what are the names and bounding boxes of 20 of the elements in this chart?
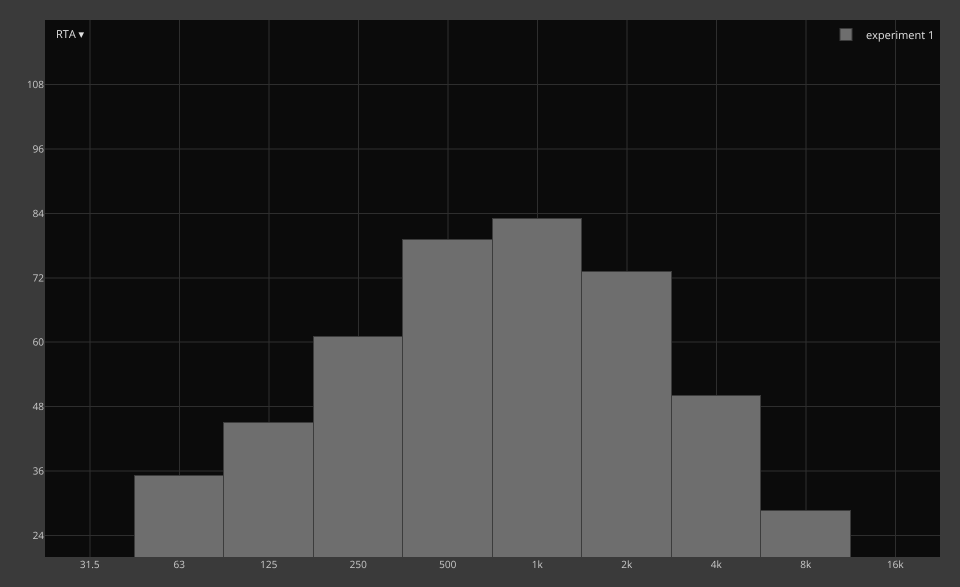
text: RTA ▾: [56, 27, 85, 42]
y-tick-label: 60: [32, 334, 44, 349]
y-tick-label: 96: [32, 141, 44, 156]
x-tick-label: 63: [174, 557, 186, 571]
y-tick-label: 84: [32, 206, 44, 220]
y-tick-label: 24: [32, 528, 44, 542]
legend-label: experiment 1: [866, 28, 934, 43]
x-tick-label: 4k: [710, 557, 722, 571]
y-tick-label: 72: [32, 270, 44, 284]
y-tick-label: 36: [32, 464, 44, 478]
x-tick-label: 500: [439, 557, 457, 571]
x-tick-label: 1k: [532, 557, 544, 571]
x-tick-label: 8k: [800, 557, 812, 571]
y-tick-label: 48: [32, 399, 44, 414]
x-tick-label: 2k: [621, 557, 633, 571]
x-tick-label: 16k: [886, 557, 904, 571]
x-tick-label: 250: [350, 557, 368, 571]
y-tick-label: 108: [26, 76, 44, 91]
x-tick-label: 125: [260, 557, 278, 571]
x-tick-label: 31.5: [80, 557, 100, 571]
